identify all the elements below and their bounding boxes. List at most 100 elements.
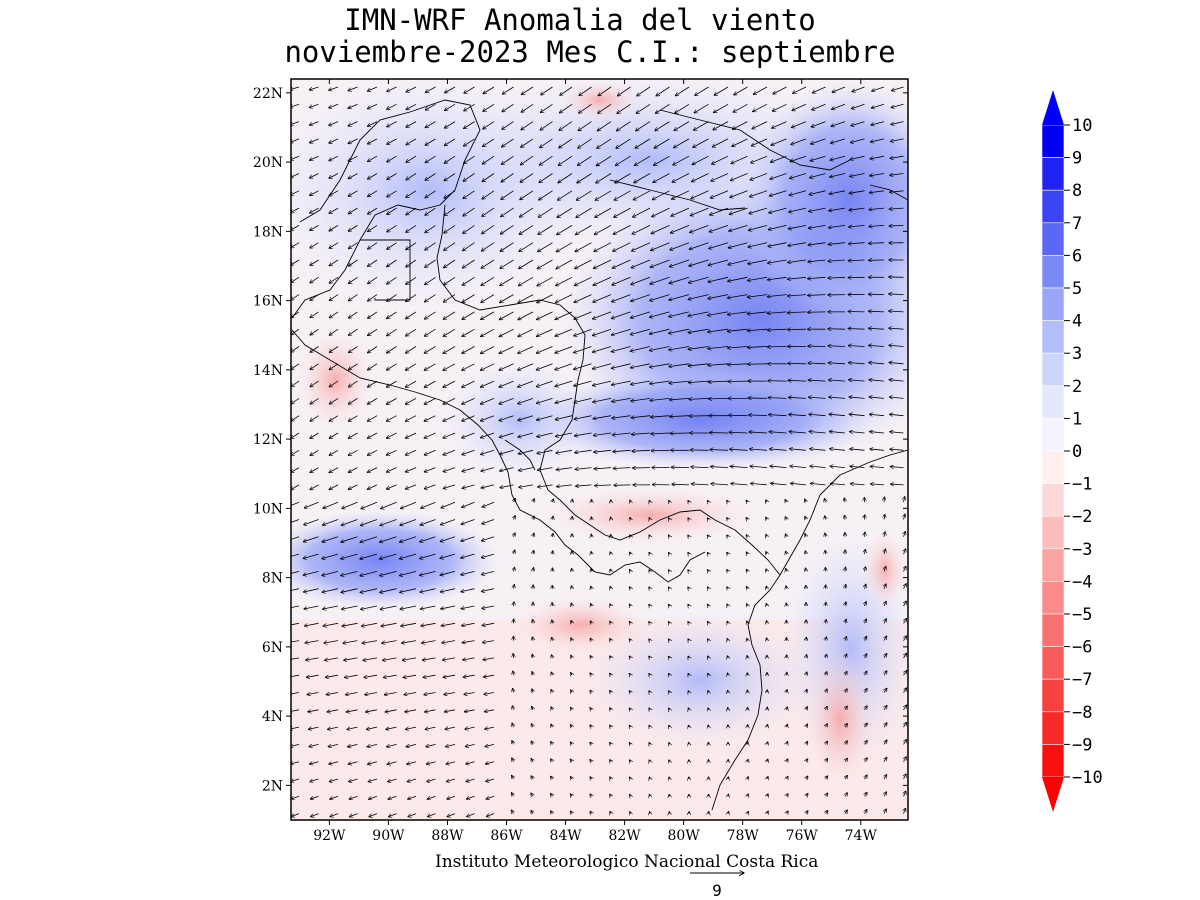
lon-tick-label: 86W — [490, 828, 523, 844]
lat-tick-label: 22N — [253, 86, 283, 102]
wind-vector — [904, 601, 907, 607]
wind-vector — [809, 449, 826, 451]
lat-tick-label: 20N — [253, 155, 283, 171]
wind-vector — [440, 536, 456, 542]
wind-vector — [869, 362, 885, 363]
wind-vector — [329, 415, 339, 422]
wind-vector — [400, 501, 417, 508]
colorbar-label: −9 — [1072, 735, 1092, 755]
lon-tick-label: 84W — [549, 828, 582, 844]
wind-vector — [329, 380, 339, 387]
wind-vector — [850, 173, 865, 177]
wind-vector — [533, 533, 534, 537]
wind-vector — [406, 294, 417, 302]
wind-vector — [747, 638, 748, 640]
wind-vector — [808, 242, 826, 245]
wind-vector — [649, 535, 650, 537]
wind-vector — [482, 519, 495, 524]
wind-vector — [367, 173, 378, 180]
wind-vector — [668, 552, 669, 554]
colorbar-top-arrow — [1042, 90, 1064, 125]
wind-vector — [731, 483, 748, 484]
wind-vector — [829, 207, 846, 211]
wind-vector — [751, 138, 768, 146]
wind-vector — [727, 347, 748, 349]
wind-vector — [708, 381, 729, 382]
wind-vector — [650, 416, 670, 417]
wind-vector — [649, 363, 670, 367]
wind-vector — [481, 259, 495, 268]
wind-vector — [440, 571, 456, 575]
wind-vector — [367, 415, 378, 422]
wind-vector — [502, 138, 514, 147]
wind-vector — [291, 276, 300, 282]
wind-vector — [501, 207, 514, 217]
wind-vector — [406, 276, 417, 284]
wind-vector — [424, 363, 436, 371]
wind-vector — [537, 449, 553, 453]
wind-vector — [574, 432, 592, 436]
wind-vector — [521, 86, 534, 95]
wind-vector — [613, 468, 631, 469]
wind-vector — [303, 536, 319, 542]
wind-vector — [481, 225, 495, 233]
wind-vector — [848, 328, 865, 329]
wind-vector — [766, 517, 767, 519]
wind-vector — [348, 398, 358, 404]
wind-vector — [323, 501, 339, 508]
wind-vector — [291, 467, 300, 473]
wind-vector — [536, 398, 553, 403]
wind-vector — [669, 294, 690, 300]
wind-vector — [668, 639, 669, 641]
wind-vector — [748, 225, 768, 230]
wind-vector — [629, 604, 630, 606]
wind-vector — [669, 363, 690, 367]
wind-vector — [848, 260, 865, 261]
wind-vector — [425, 259, 436, 267]
wind-vector — [304, 622, 319, 626]
wind-vector — [386, 346, 397, 353]
wind-vector — [869, 380, 885, 381]
wind-vector-field — [291, 86, 907, 817]
wind-vector — [746, 535, 747, 537]
wind-vector — [670, 225, 690, 233]
wind-vector — [850, 138, 865, 143]
wind-vector — [382, 640, 397, 644]
wind-vector — [555, 311, 573, 320]
wind-vector — [630, 535, 631, 537]
wind-vector — [443, 363, 456, 371]
colorbar-label: −6 — [1072, 638, 1092, 658]
lat-tick-label: 8N — [262, 571, 283, 587]
wind-vector — [539, 155, 553, 165]
wind-vector — [865, 584, 866, 589]
wind-vector — [518, 449, 534, 454]
wind-vector — [810, 466, 826, 468]
wind-vector — [889, 225, 904, 226]
wind-vector — [727, 500, 728, 502]
wind-vector — [869, 414, 885, 415]
wind-vector — [830, 484, 846, 485]
wind-vector — [596, 173, 612, 184]
wind-vector — [829, 397, 846, 398]
wind-vector — [463, 138, 475, 146]
wind-vector — [688, 381, 709, 383]
wind-vector — [387, 121, 397, 127]
wind-vector — [747, 311, 768, 314]
lon-tick-label: 90W — [372, 828, 405, 844]
wind-vector — [322, 605, 339, 609]
wind-vector — [904, 549, 906, 555]
wind-vector — [766, 586, 767, 589]
wind-vector — [405, 346, 417, 354]
wind-vector — [379, 553, 397, 559]
wind-vector — [747, 294, 768, 298]
wind-vector — [578, 121, 592, 131]
wind-vector — [463, 190, 475, 199]
wind-vector — [401, 622, 417, 626]
wind-vector — [792, 103, 807, 110]
wind-vector — [575, 449, 592, 452]
wind-vector — [329, 103, 339, 108]
wind-vector — [590, 638, 591, 640]
wind-vector — [575, 242, 592, 252]
wind-vector — [291, 346, 300, 353]
